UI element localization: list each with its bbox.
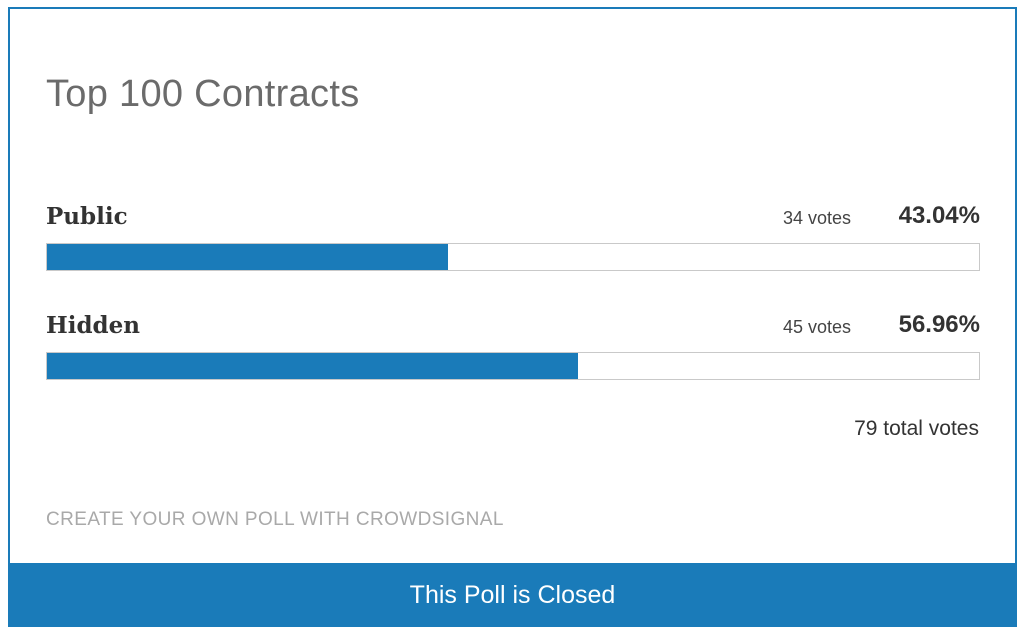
answer-percentage: 56.96% xyxy=(898,311,980,338)
result-bar-track xyxy=(46,352,980,380)
result-bar-fill xyxy=(47,244,449,270)
result-bar-fill xyxy=(47,353,578,379)
poll-widget: Top 100 Contracts Public 34 votes 43.04%… xyxy=(8,7,1017,627)
create-poll-link[interactable]: CREATE YOUR OWN POLL WITH CROWDSIGNAL xyxy=(46,509,504,530)
answer-vote-count: 34 votes xyxy=(782,208,851,228)
result-bar-track xyxy=(46,243,980,271)
poll-answer-public: Public 34 votes 43.04% xyxy=(46,197,980,271)
poll-closed-banner: This Poll is Closed xyxy=(8,563,1017,627)
answer-header: Public 34 votes 43.04% xyxy=(46,197,980,241)
answer-label: Hidden xyxy=(46,312,140,339)
answer-header: Hidden 45 votes 56.96% xyxy=(46,306,980,350)
poll-answer-hidden: Hidden 45 votes 56.96% xyxy=(46,306,980,380)
answer-label: Public xyxy=(46,203,128,230)
poll-title: Top 100 Contracts xyxy=(46,73,360,115)
answer-percentage: 43.04% xyxy=(898,202,980,229)
poll-closed-text: This Poll is Closed xyxy=(409,580,616,609)
answer-vote-count: 45 votes xyxy=(782,317,851,337)
total-votes: 79 total votes xyxy=(854,417,979,440)
